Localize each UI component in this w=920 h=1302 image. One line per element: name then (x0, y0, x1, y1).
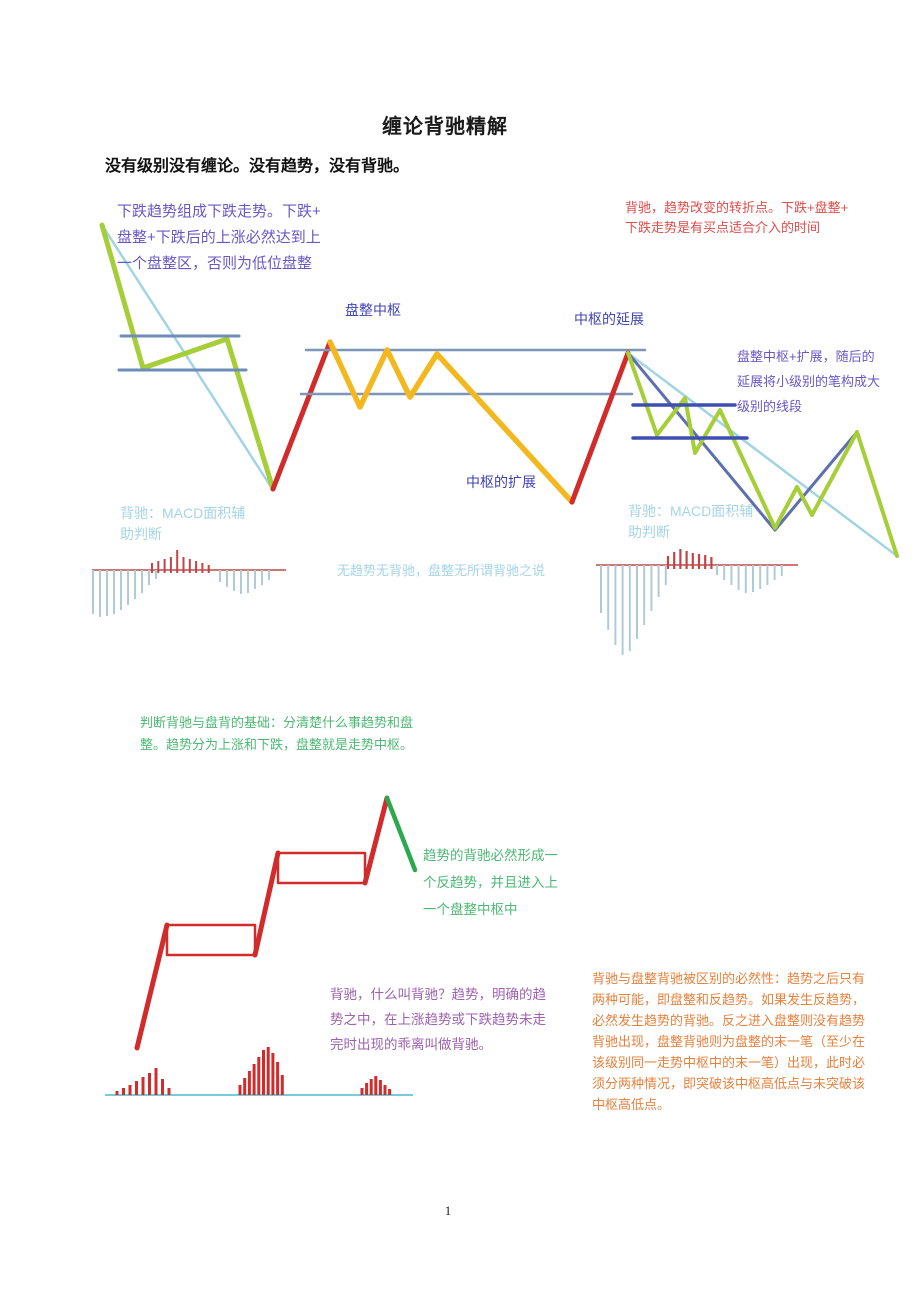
pivot-box-1 (165, 923, 257, 957)
right-extension-structure (626, 351, 899, 558)
uptrend-structure (134, 795, 418, 1051)
note-basis: 判断背驰与盘背的基础：分清楚什么事趋势和盘 整。趋势分为上涨和下跌，盘整就是走势… (140, 715, 414, 752)
page-subtitle: 没有级别没有缠论。没有趋势，没有背驰。 (105, 158, 410, 175)
red-rally-2 (569, 350, 631, 505)
red-upleg-2 (252, 850, 281, 958)
slate-segment-line (626, 351, 859, 532)
label-pivot-extension: 中枢的延展 (574, 311, 644, 327)
page-number: 1 (444, 1203, 452, 1218)
yellow-zigzag-middle (327, 339, 575, 505)
green-zigzag-right (626, 351, 899, 558)
red-rally-1 (270, 339, 333, 492)
note-macd-left: 背驰：MACD面积辅 助判断 (120, 505, 246, 542)
cyan-trendline-left (100, 223, 275, 492)
note-pivot-expansion: 盘整中枢+扩展，随后的 延展将小级别的笔构成大 级别的线段 (737, 349, 881, 414)
green-reversal-leg (384, 795, 418, 873)
green-zigzag-left (99, 222, 276, 492)
note-macd-right: 背驰：MACD面积辅 助判断 (628, 503, 754, 540)
note-trend-divergence: 趋势的背驰必然形成一 个反趋势，并且进入上 一个盘整中枢中 (423, 848, 558, 917)
pivot-box-2 (276, 851, 367, 885)
note-definition: 背驰，什么叫背驰？趋势，明确的趋 势之中，在上涨趋势或下跌趋势未走 完时出现的乖… (330, 987, 546, 1052)
note-downtrend: 下跌趋势组成下跌走势。下跌+ 盘整+下跌后的上涨必然达到上 一个盘整区，否则为低… (117, 203, 321, 272)
middle-pivot-structure (299, 339, 647, 505)
cyan-trendline-right (626, 351, 899, 558)
label-pivot-center: 盘整中枢 (345, 302, 401, 318)
red-upleg-3 (362, 795, 390, 886)
page-title: 缠论背驰精解 (382, 116, 508, 138)
macd-histograms (92, 549, 783, 1095)
label-pivot-expansion: 中枢的扩展 (466, 474, 536, 490)
note-no-trend: 无趋势无背驰，盘整无所谓背驰之说 (337, 563, 546, 578)
note-distinction: 背驰与盘整背驰被区别的必然性：趋势之后只有 两种可能，即盘整和反趋势。如果发生反… (592, 971, 866, 1112)
red-upleg-1 (134, 922, 170, 1051)
left-downtrend-structure (99, 222, 333, 492)
note-divergence: 背驰，趋势改变的转折点。下跌+盘整+ 下跌走势是有买点适合介入的时间 (625, 200, 849, 235)
